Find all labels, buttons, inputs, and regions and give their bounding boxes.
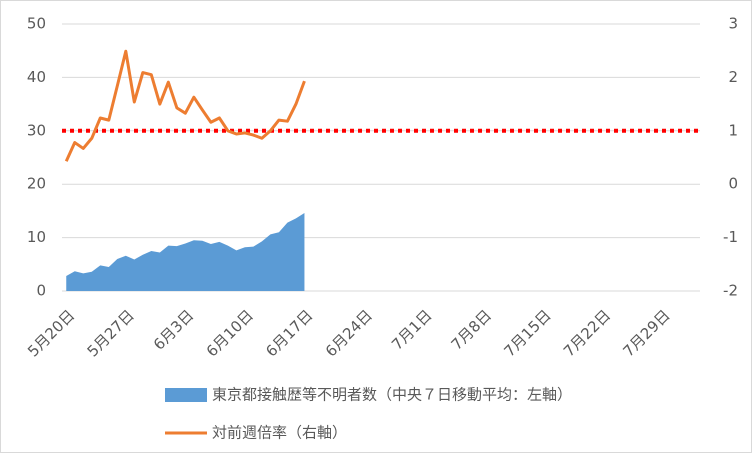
y-tick-label: 50	[27, 15, 46, 33]
y2-tick-label: 1	[728, 121, 738, 139]
area	[66, 213, 305, 291]
y2-tick-label: -1	[723, 228, 738, 246]
legend-label: 東京都接触歴等不明者数（中央７日移動平均：左軸）	[212, 386, 572, 404]
legend-swatch	[165, 388, 207, 402]
y-tick-label: 20	[27, 175, 46, 193]
y2-tick-label: -2	[723, 282, 738, 300]
legend-label: 対前週倍率（右軸）	[212, 424, 347, 442]
y2-tick-label: 3	[728, 15, 738, 33]
y2-tick-label: 0	[728, 175, 738, 193]
y2-tick-label: 2	[728, 68, 738, 86]
y-tick-label: 0	[36, 282, 46, 300]
y-tick-label: 30	[27, 121, 46, 139]
y-tick-label: 10	[27, 228, 46, 246]
y-tick-label: 40	[27, 68, 46, 86]
line	[64, 49, 306, 162]
